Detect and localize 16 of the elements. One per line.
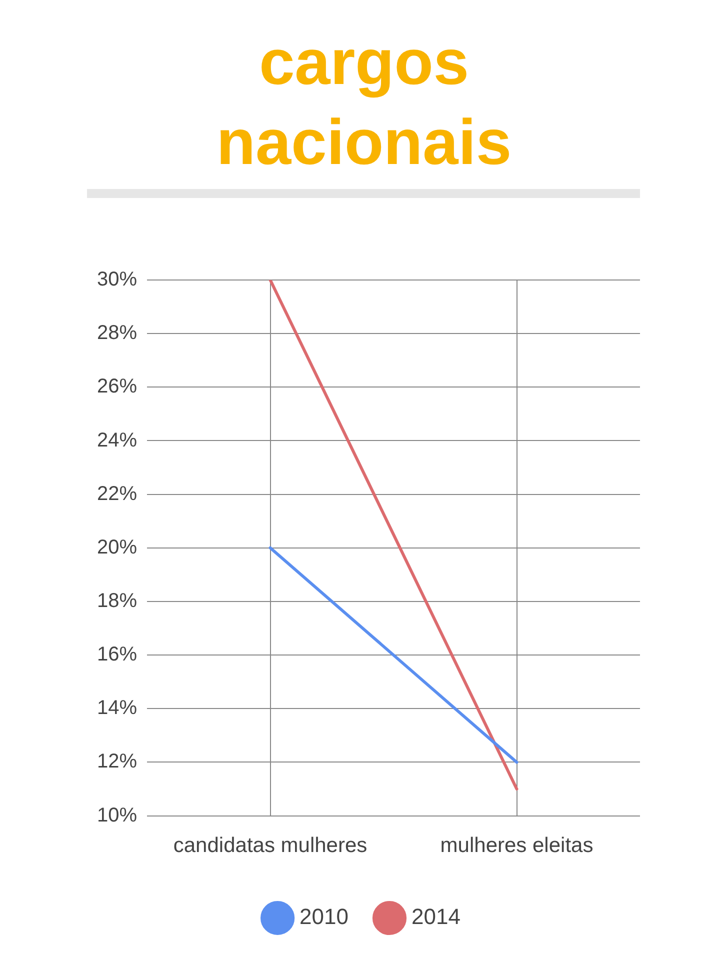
chart-title: cargos nacionais [215,25,513,180]
y-tick-label: 20% [97,536,138,558]
y-tick-label: 24% [97,429,138,452]
legend-label: 2014 [412,904,460,930]
y-tick-label: 28% [97,322,138,344]
y-tick-label: 26% [97,376,138,398]
y-tick-label: 12% [97,750,138,773]
y-tick-label: 30% [97,268,138,291]
y-tick-label: 10% [97,804,138,826]
legend-label: 2010 [300,904,349,930]
x-tick-label: candidatas mulheres [173,834,368,858]
y-tick-label: 18% [97,590,138,612]
y-tick-label: 22% [97,482,138,505]
x-tick-label: mulheres eleitas [440,834,594,858]
y-tick-label: 16% [97,644,138,666]
y-tick-label: 14% [97,697,138,720]
